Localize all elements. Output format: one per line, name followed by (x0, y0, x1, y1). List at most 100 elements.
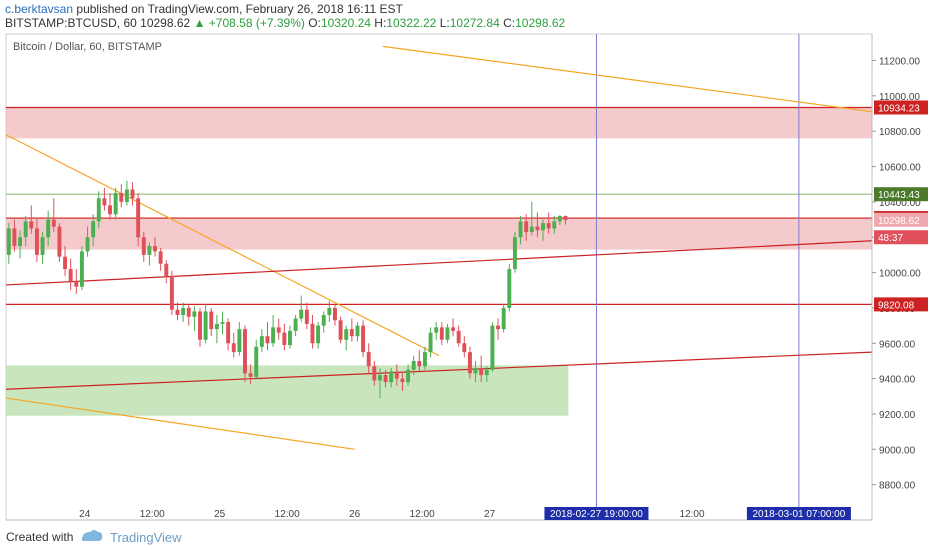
x-tick-label: 27 (484, 509, 496, 520)
published-text: published on TradingView.com, February 2… (76, 2, 403, 16)
candle-body (91, 221, 96, 238)
candle-87 (496, 318, 501, 340)
y-tick-label: 9400.00 (879, 375, 916, 386)
candle-body (6, 228, 11, 255)
candle-13 (79, 246, 84, 291)
candle-34 (198, 307, 202, 347)
candle-20 (119, 184, 124, 208)
candle-91 (518, 216, 523, 245)
candle-49 (282, 323, 287, 351)
candle-71 (406, 364, 411, 386)
candle-2 (18, 230, 23, 259)
candle-26 (153, 237, 157, 257)
x-tick-label: 12:00 (275, 509, 300, 520)
candle-70 (400, 371, 405, 391)
trendline-1 (382, 45, 873, 113)
candle-32 (186, 304, 191, 326)
candle-body (467, 352, 472, 374)
candle-43 (248, 364, 253, 384)
zone-red-1 (6, 218, 872, 250)
y-tick-label: 10800.00 (879, 127, 921, 138)
candle-body (259, 336, 264, 347)
candle-body (288, 330, 292, 346)
candle-44 (254, 339, 259, 379)
candle-85 (484, 366, 489, 383)
candle-27 (158, 247, 163, 271)
candle-body (147, 246, 152, 255)
candle-41 (237, 322, 242, 356)
candle-37 (214, 314, 219, 344)
candle-11 (68, 258, 73, 291)
candle-15 (91, 214, 96, 247)
candle-77 (439, 322, 444, 346)
tradingview-logo-icon[interactable] (80, 528, 104, 547)
candle-body (136, 198, 141, 238)
trendline-3 (5, 240, 873, 286)
date-label-1: 2018-03-01 07:00:00 (746, 507, 851, 520)
candle-body (422, 352, 427, 367)
candle-95 (541, 219, 546, 241)
candle-81 (462, 336, 467, 358)
candle-10 (63, 246, 68, 277)
y-tick-label: 10600.00 (879, 163, 921, 174)
candle-body (552, 221, 557, 229)
y-tick-label: 11000.00 (879, 92, 920, 103)
candle-66 (377, 368, 382, 399)
candle-47 (271, 314, 276, 347)
candle-6 (40, 231, 45, 264)
tradingview-brand[interactable]: TradingView (110, 530, 182, 545)
date-label-text: 2018-03-01 07:00:00 (752, 509, 845, 520)
candle-17 (102, 187, 107, 211)
candle-body (23, 221, 28, 238)
candle-48 (276, 318, 281, 340)
candle-body (507, 269, 512, 308)
candle-7 (46, 210, 51, 247)
candle-body (361, 325, 366, 353)
author-link[interactable]: c.berktavsan (5, 2, 74, 16)
candle-22 (130, 182, 135, 206)
candle-18 (108, 193, 113, 220)
candle-51 (293, 314, 298, 337)
candle-body (68, 269, 73, 282)
price-chart[interactable]: Bitcoin / Dollar, 60, BITSTAMP 8800.00 900… (0, 0, 932, 522)
publish-info: c.berktavsan published on TradingView.co… (5, 2, 925, 16)
candle-23 (136, 193, 141, 247)
candle-67 (383, 369, 388, 388)
candle-body (394, 371, 399, 379)
y-tick-label: 8800.00 (879, 481, 916, 492)
candle-body (417, 360, 422, 367)
candle-38 (220, 311, 225, 335)
candle-83 (473, 360, 478, 383)
candle-body (535, 226, 540, 231)
price-label-bg (874, 230, 928, 245)
candle-54 (310, 314, 315, 349)
trendline-0 (5, 134, 440, 357)
candle-body (451, 327, 456, 331)
candle-body (254, 346, 259, 377)
candle-body (63, 256, 68, 270)
date-label-bg (544, 507, 649, 520)
candle-62 (355, 322, 360, 342)
candle-24 (141, 231, 146, 262)
candle-body (243, 329, 247, 374)
price-label-text: 10298.62 (878, 216, 920, 227)
candle-body (327, 307, 332, 315)
trendline-4 (5, 351, 873, 390)
price-label-bg (874, 297, 928, 312)
candle-body (344, 329, 349, 340)
last-price: 10298.62 (140, 16, 191, 30)
zone-green-2 (6, 365, 569, 416)
candle-body (428, 332, 433, 353)
close-value: 10298.62 (515, 16, 566, 30)
open-value: 10320.24 (320, 16, 371, 30)
candle-body (332, 307, 337, 321)
candle-body (226, 322, 231, 344)
candle-body (130, 189, 135, 199)
candle-12 (74, 269, 79, 294)
candle-body (141, 237, 146, 255)
up-arrow-icon: ▲ (193, 16, 206, 30)
candle-body (501, 307, 506, 330)
candle-body (304, 309, 309, 324)
candle-body (198, 311, 202, 340)
candle-53 (304, 302, 309, 330)
